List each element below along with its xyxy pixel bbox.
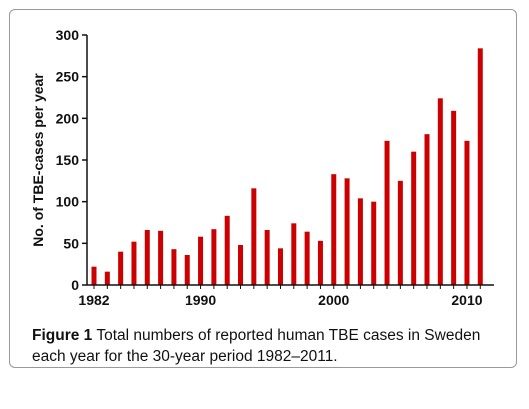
- bar-1996: [277, 248, 283, 285]
- bar-2002: [357, 198, 363, 285]
- bar-1994: [251, 188, 257, 285]
- bar-1986: [144, 230, 150, 285]
- bar-1988: [171, 249, 177, 285]
- bar-1991: [211, 229, 217, 285]
- bar-2008: [437, 98, 443, 285]
- bar-1990: [198, 236, 204, 285]
- bar-1998: [304, 231, 310, 285]
- bar-2005: [397, 180, 403, 285]
- y-tick-label-250: 250: [56, 69, 80, 85]
- x-tick-label-1982: 1982: [78, 292, 109, 308]
- y-tick-label-0: 0: [71, 277, 79, 293]
- figure-caption: Figure 1 Total numbers of reported human…: [32, 325, 512, 367]
- y-axis-title: No. of TBE-cases per year: [30, 73, 46, 247]
- x-tick-label-2000: 2000: [318, 292, 349, 308]
- x-tick-label-1990: 1990: [185, 292, 216, 308]
- y-tick-label-150: 150: [56, 152, 80, 168]
- bar-1999: [317, 240, 323, 285]
- bar-1992: [224, 215, 230, 285]
- bar-1997: [291, 223, 297, 285]
- bar-2011: [477, 48, 483, 285]
- bar-2000: [331, 174, 337, 285]
- x-tick-label-2010: 2010: [451, 292, 482, 308]
- bar-1982: [91, 266, 97, 285]
- bar-2004: [384, 140, 390, 285]
- bar-chart: 0 50 100 150 200 250 300 1982 1990 2000 2010 No. …: [30, 27, 494, 308]
- bar-1985: [131, 241, 137, 285]
- bar-1984: [118, 251, 124, 285]
- bar-2009: [451, 110, 457, 285]
- bar-1993: [238, 245, 244, 285]
- bar-group: [91, 48, 483, 285]
- y-tick-label-50: 50: [63, 235, 79, 251]
- figure-label: Figure 1: [32, 327, 93, 344]
- bar-2010: [464, 140, 470, 285]
- bar-1989: [184, 255, 190, 285]
- figure-frame: 0 50 100 150 200 250 300 1982 1990 2000 2010 No. …: [9, 9, 517, 368]
- y-tick-label-100: 100: [56, 194, 80, 210]
- x-tick-group: 1982 1990 2000 2010: [78, 285, 483, 308]
- bar-1983: [104, 271, 110, 285]
- bar-2006: [411, 151, 417, 285]
- bar-1987: [158, 230, 164, 285]
- bar-2001: [344, 178, 350, 285]
- bar-2003: [371, 201, 377, 285]
- y-tick-label-200: 200: [56, 110, 80, 126]
- y-tick-label-300: 300: [56, 27, 80, 43]
- bar-1995: [264, 230, 270, 285]
- y-tick-group: 0 50 100 150 200 250 300: [56, 27, 87, 293]
- bar-2007: [424, 134, 430, 285]
- caption-text: Total numbers of reported human TBE case…: [32, 327, 481, 365]
